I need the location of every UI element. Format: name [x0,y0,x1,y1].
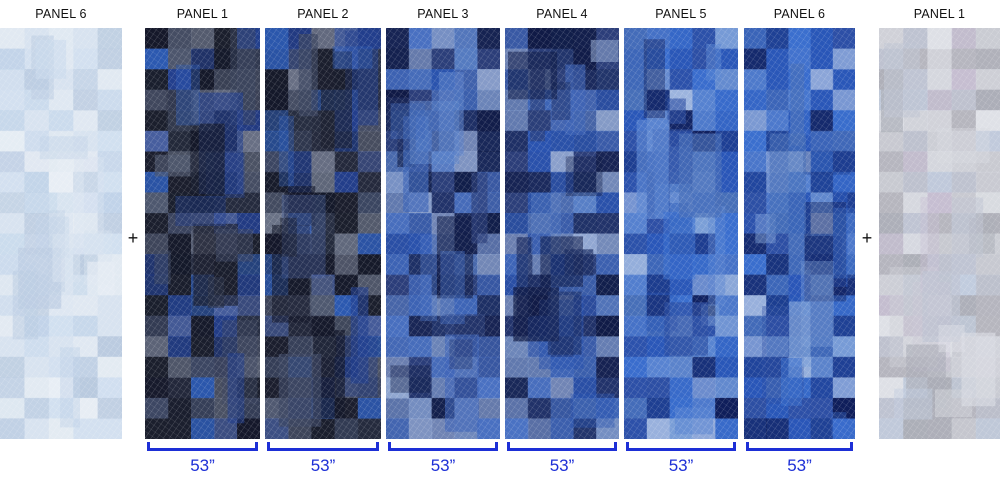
panel-image-2 [265,28,381,439]
panel-label-left-repeat: PANEL 6 [35,7,87,21]
width-measurement-5: 53” [668,456,694,475]
width-measurement-6: 53” [787,456,812,475]
width-bracket-1 [147,442,258,451]
panel-label-right-repeat: PANEL 1 [913,7,966,21]
panel-image-4 [505,28,619,439]
width-bracket-3 [388,442,498,451]
panel-label-6: PANEL 6 [773,7,826,21]
width-bracket-4 [507,442,617,451]
panel-artwork [0,28,122,439]
panel-label-3: PANEL 3 [417,7,469,21]
width-bracket-6 [746,442,853,451]
plus-sign-left: + [127,228,139,248]
panel-label-1: PANEL 1 [176,7,229,21]
panel-image-1 [145,28,260,439]
width-measurement-3: 53” [430,456,456,475]
width-bracket-2 [267,442,379,451]
panel-artwork [744,28,855,439]
panel-artwork [386,28,500,439]
panel-image-6 [744,28,855,439]
panel-image-left-repeat [0,28,122,439]
panel-artwork [879,28,1000,439]
panel-artwork [145,28,260,439]
panel-image-5 [624,28,738,439]
panel-artwork [265,28,381,439]
panel-image-right-repeat [879,28,1000,439]
panel-image-3 [386,28,500,439]
panel-label-4: PANEL 4 [536,7,588,21]
width-measurement-1: 53” [190,456,215,475]
panel-label-2: PANEL 2 [297,7,349,21]
plus-sign-right: + [861,228,873,248]
width-measurement-4: 53” [549,456,575,475]
panel-artwork [505,28,619,439]
width-measurement-2: 53” [310,456,336,475]
panel-label-5: PANEL 5 [655,7,707,21]
width-bracket-5 [626,442,736,451]
panel-artwork [624,28,738,439]
